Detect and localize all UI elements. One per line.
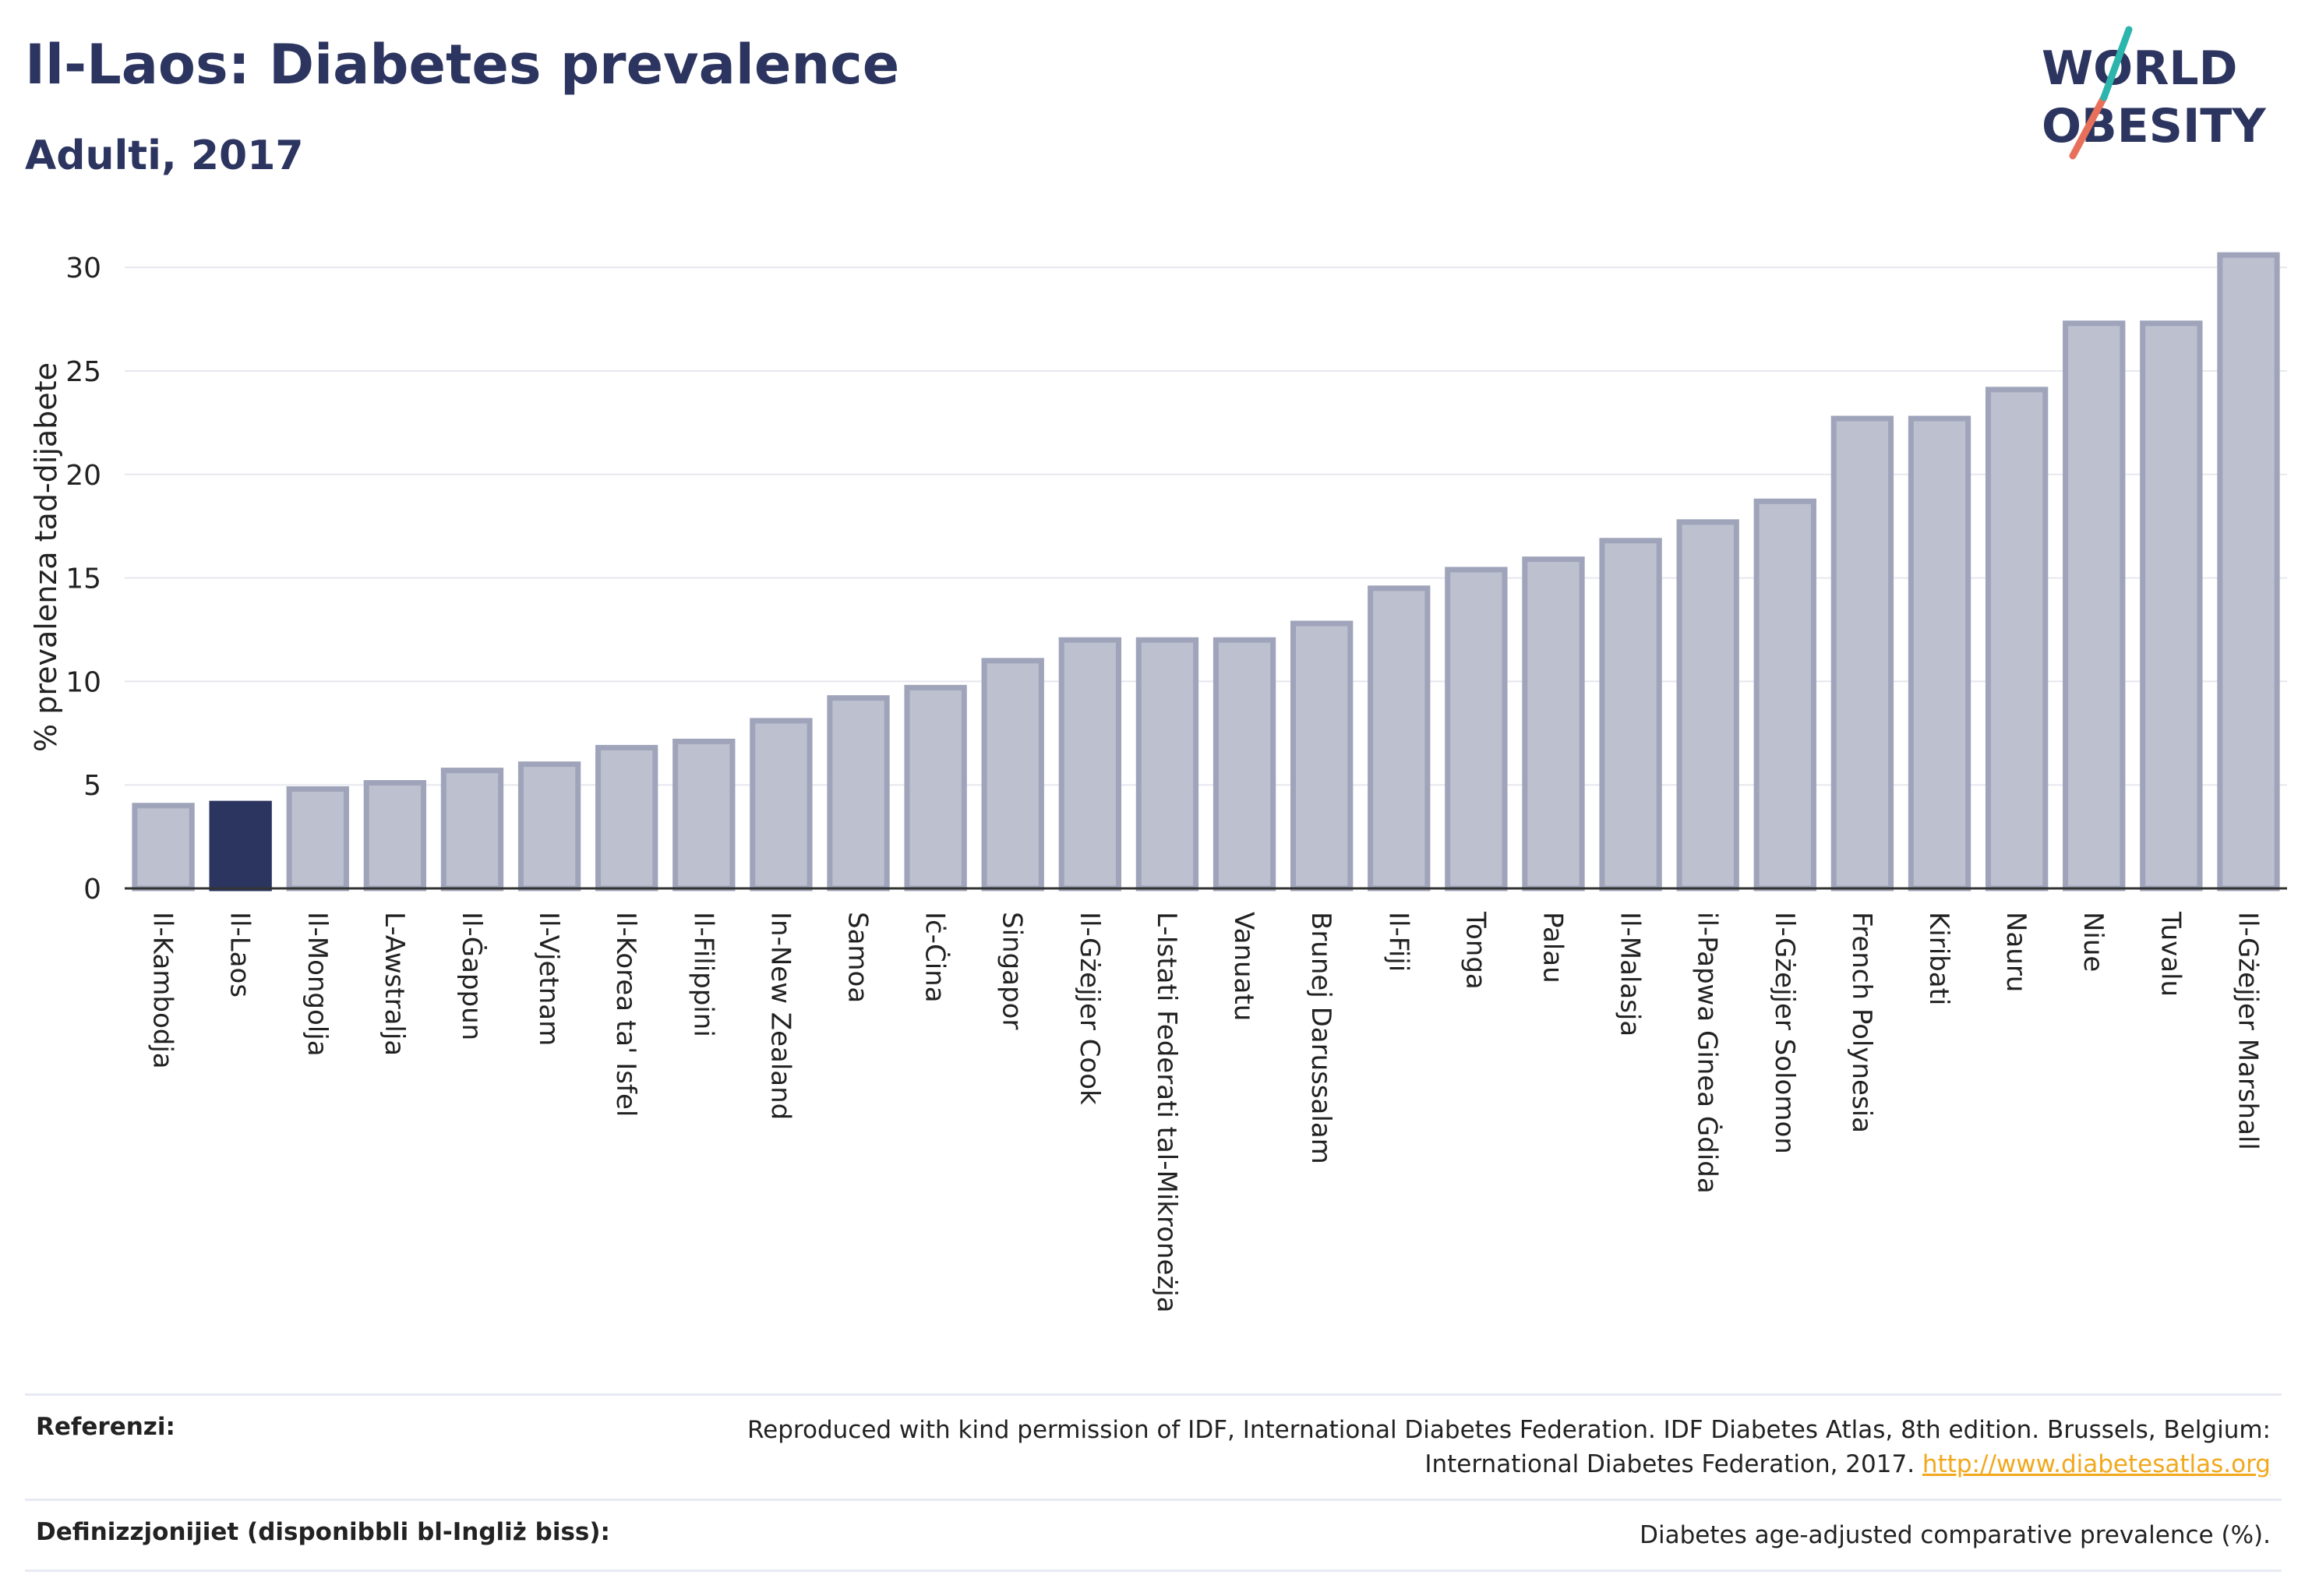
bar-18 bbox=[1522, 556, 1585, 892]
x-tick-label: Kiribati bbox=[1923, 912, 1954, 1005]
bar-26 bbox=[2140, 320, 2203, 892]
x-tick-label: Il-Fiji bbox=[1382, 912, 1414, 972]
y-tick-label: 30 bbox=[65, 252, 101, 284]
x-tick-label: Il-Ġappun bbox=[456, 912, 488, 1040]
x-tick-label: il-Papwa Ginea Ġdida bbox=[1692, 912, 1724, 1194]
bar-17 bbox=[1445, 567, 1508, 892]
chart-subtitle: Adulti, 2017 bbox=[25, 132, 304, 179]
bar-4 bbox=[440, 768, 504, 892]
x-tick-label: Il-Kambodja bbox=[147, 912, 178, 1069]
x-tick-label: In-New Zealand bbox=[764, 912, 796, 1120]
bar-11 bbox=[981, 658, 1044, 892]
y-tick-label: 0 bbox=[83, 874, 101, 906]
references-text: Reproduced with kind permission of IDF, … bbox=[747, 1416, 2271, 1478]
x-tick-label: Singapor bbox=[997, 912, 1028, 1029]
x-tick-label: Vanuatu bbox=[1228, 912, 1259, 1021]
x-tick-label: Tuvalu bbox=[2155, 911, 2186, 997]
x-tick-label: Il-Gżejjer Marshall bbox=[2232, 912, 2263, 1150]
bar-14 bbox=[1213, 637, 1276, 892]
bar-23 bbox=[1908, 415, 1971, 892]
x-tick-label: L-Awstralja bbox=[379, 912, 410, 1056]
bar-1 bbox=[209, 800, 272, 892]
bar-25 bbox=[2063, 320, 2126, 892]
bar-12 bbox=[1058, 637, 1122, 892]
definitions-key: Definizzjonijiet (disponibbli bl-Ingliż … bbox=[36, 1518, 610, 1546]
bar-9 bbox=[827, 695, 890, 892]
bar-21 bbox=[1753, 498, 1816, 892]
x-tick-label: Palau bbox=[1537, 912, 1568, 983]
x-tick-label: Il-Korea ta' Isfel bbox=[610, 912, 641, 1117]
y-tick-label: 10 bbox=[65, 666, 101, 698]
x-tick-label: Il-Laos bbox=[224, 912, 256, 998]
bar-7 bbox=[672, 738, 736, 892]
y-axis-label: % prevalenza tad-dijabete bbox=[29, 362, 63, 752]
bar-6 bbox=[595, 744, 658, 892]
bar-2 bbox=[286, 786, 349, 892]
y-tick-label: 20 bbox=[65, 460, 101, 492]
x-tick-label: Il-Gżejjer Solomon bbox=[1769, 912, 1800, 1154]
x-tick-label: Il-Vjetnam bbox=[533, 912, 564, 1046]
y-tick-label: 15 bbox=[65, 563, 101, 595]
references-value: Reproduced with kind permission of IDF, … bbox=[634, 1413, 2271, 1481]
bar-27 bbox=[2217, 252, 2280, 892]
footer: Referenzi: Reproduced with kind permissi… bbox=[25, 1393, 2282, 1572]
x-tick-label: Nauru bbox=[2000, 912, 2031, 992]
bar-22 bbox=[1830, 415, 1894, 892]
bar-13 bbox=[1135, 637, 1199, 892]
x-tick-label: Il-Malasja bbox=[1615, 912, 1646, 1036]
y-tick-label: 5 bbox=[83, 770, 101, 802]
bar-0 bbox=[132, 803, 195, 892]
bar-19 bbox=[1599, 538, 1662, 892]
bar-24 bbox=[1985, 387, 2049, 892]
x-tick-label: Tonga bbox=[1460, 911, 1491, 990]
bar-chart: 0 5 10 15 20 25 30 % prevalenza tad-dijabete Il-… bbox=[29, 252, 2287, 1313]
bar-16 bbox=[1368, 585, 1431, 892]
x-tick-label: Samoa bbox=[842, 912, 874, 1003]
x-tick-label: Niue bbox=[2077, 912, 2109, 972]
x-tick-label: Il-Gżejjer Cook bbox=[1074, 912, 1105, 1105]
world-obesity-logo: WORLD OBESITY bbox=[2042, 26, 2267, 160]
logo-line1: WORLD bbox=[2042, 41, 2237, 96]
bar-10 bbox=[904, 684, 967, 892]
definitions-row: Definizzjonijiet (disponibbli bl-Ingliż … bbox=[25, 1499, 2282, 1572]
x-tick-label: Iċ-Ċina bbox=[920, 912, 951, 1003]
bar-15 bbox=[1290, 620, 1354, 892]
chart-title: Il-Laos: Diabetes prevalence bbox=[25, 33, 900, 97]
x-tick-label: Il-Filippini bbox=[687, 912, 718, 1037]
x-tick-label: French Polynesia bbox=[1846, 912, 1877, 1133]
definitions-value: Diabetes age-adjusted comparative preval… bbox=[1640, 1521, 2271, 1549]
references-key: Referenzi: bbox=[36, 1413, 175, 1441]
x-tick-label: Il-Mongolja bbox=[302, 912, 333, 1057]
bar-3 bbox=[363, 780, 427, 892]
references-link[interactable]: http://www.diabetesatlas.org bbox=[1922, 1450, 2271, 1478]
y-tick-label: 25 bbox=[65, 356, 101, 388]
bar-8 bbox=[750, 718, 813, 892]
x-tick-label: L-Istati Federati tal-Mikroneżja bbox=[1151, 912, 1182, 1313]
bar-20 bbox=[1676, 519, 1739, 892]
bar-5 bbox=[517, 761, 581, 892]
references-row: Referenzi: Reproduced with kind permissi… bbox=[25, 1393, 2282, 1499]
x-tick-label: Brunej Darussalam bbox=[1305, 912, 1336, 1164]
